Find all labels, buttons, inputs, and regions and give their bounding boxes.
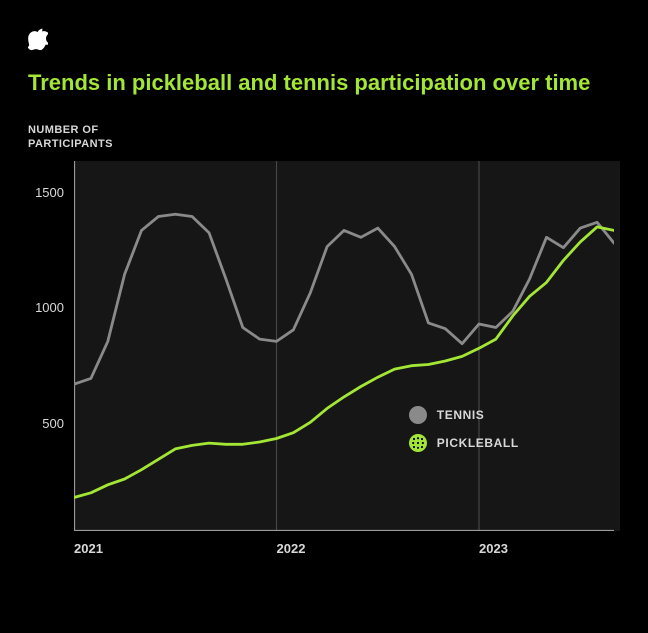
plot-area: TENNIS PICKLEBALL bbox=[74, 161, 620, 531]
tennis-swatch-icon bbox=[409, 406, 427, 424]
legend-item-pickleball: PICKLEBALL bbox=[409, 434, 519, 452]
legend-label-tennis: TENNIS bbox=[437, 408, 485, 422]
x-tick: 2023 bbox=[479, 541, 508, 556]
chart-area: 15001000500 TENNIS PICKLEBALL bbox=[28, 161, 620, 561]
line-chart-svg bbox=[74, 161, 614, 531]
legend-label-pickleball: PICKLEBALL bbox=[437, 436, 519, 450]
pickleball-swatch-icon bbox=[409, 434, 427, 452]
legend: TENNIS PICKLEBALL bbox=[409, 406, 519, 452]
x-tick: 2021 bbox=[74, 541, 103, 556]
x-axis-ticks: 2021 2022 2023 bbox=[74, 541, 620, 561]
apple-logo-icon bbox=[28, 28, 620, 52]
y-axis-ticks: 15001000500 bbox=[28, 161, 74, 531]
x-tick: 2022 bbox=[277, 541, 306, 556]
chart-title: Trends in pickleball and tennis particip… bbox=[28, 70, 620, 97]
legend-item-tennis: TENNIS bbox=[409, 406, 519, 424]
y-axis-label: NUMBER OF PARTICIPANTS bbox=[28, 123, 620, 152]
